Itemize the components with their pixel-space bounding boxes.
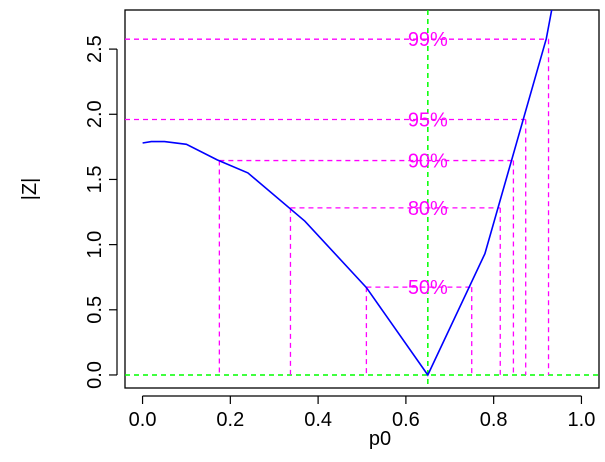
y-tick-label: 2.0 [84,100,106,128]
y-tick-label: 1.5 [84,166,106,194]
y-axis-label: |Z| [19,178,41,201]
x-tick-label: 0.8 [480,409,508,431]
band-label: 95% [408,109,448,131]
x-tick-label: 0.0 [129,409,157,431]
band-label: 50% [408,277,448,299]
band-label: 99% [408,29,448,51]
plot-frame [124,9,600,389]
y-tick-label: 0.5 [84,296,106,324]
x-tick-label: 0.6 [392,409,420,431]
series-line-1 [142,10,553,377]
x-axis-label: p0 [369,428,391,450]
band-label: 80% [408,198,448,220]
x-tick-label: 1.0 [568,409,596,431]
band-label: 90% [408,151,448,173]
x-tick-label: 0.4 [304,409,332,431]
y-axis: 0.0 0.5 1.0 1.5 2.0 2.5 [84,35,118,389]
y-tick-label: 1.0 [84,231,106,259]
y-tick-label: 0.0 [84,361,106,389]
x-axis: 0.0 0.2 0.4 0.6 0.8 1.0 [129,395,596,431]
x-tick-label: 0.2 [216,409,244,431]
plot-content: 50% 80% 90% 95% 99% [125,10,599,388]
y-tick-label: 2.5 [84,35,106,63]
